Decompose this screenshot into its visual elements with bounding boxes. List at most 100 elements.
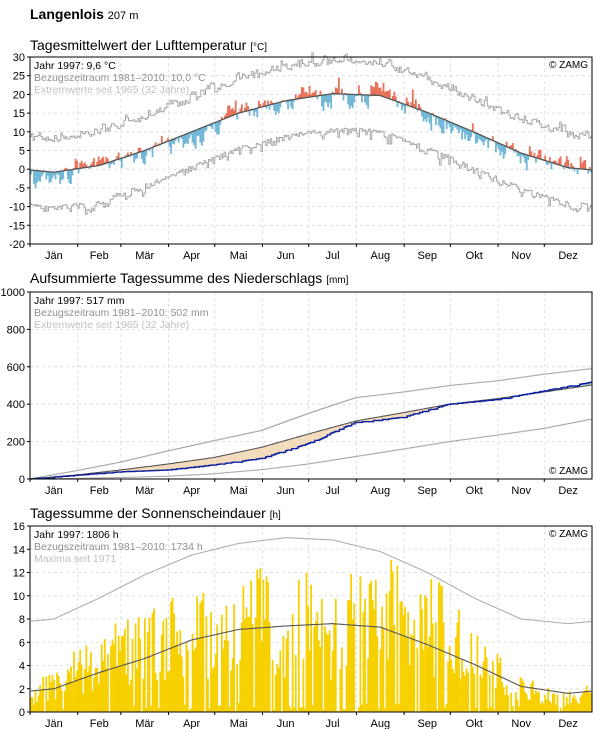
precipitation-day-diff — [268, 445, 271, 457]
precipitation-day-diff — [251, 449, 254, 460]
sunshine-day-bar — [479, 674, 482, 712]
temperature-day-bar — [353, 94, 356, 103]
precipitation-day-diff — [588, 382, 591, 386]
sunshine-day-bar — [319, 646, 322, 712]
temperature-day-bar — [291, 99, 294, 110]
sunshine-day-bar — [434, 622, 437, 712]
temperature-day-bar — [228, 105, 231, 117]
temperature-day-bar — [451, 123, 454, 131]
sunshine-day-bar — [50, 682, 52, 712]
temperature-day-bar — [324, 94, 326, 102]
sunshine-day-bar — [134, 623, 137, 712]
sunshine-day-bar — [62, 709, 65, 712]
sunshine-day-bar — [57, 675, 60, 712]
sunshine-day-bar — [444, 707, 446, 712]
precipitation-chart-xtick-label: Okt — [466, 485, 483, 497]
sunshine-day-bar — [493, 709, 496, 712]
temperature-day-bar — [521, 153, 524, 156]
sunshine-day-bar — [153, 608, 155, 712]
precipitation-day-diff — [276, 442, 279, 454]
sunshine-day-bar — [210, 612, 212, 712]
temperature-day-bar — [125, 155, 128, 157]
precipitation-day-diff — [176, 462, 179, 470]
sunshine-day-bar — [568, 691, 571, 712]
temperature-day-bar — [256, 108, 259, 118]
sunshine-day-bar — [151, 613, 154, 712]
precipitation-day-diff — [137, 467, 140, 472]
sunshine-chart-frame — [29, 525, 593, 713]
sunshine-day-bar — [220, 614, 223, 712]
temperature-day-bar — [187, 133, 189, 144]
temperature-day-bar — [373, 86, 376, 96]
precipitation-day-diff — [311, 432, 314, 443]
sunshine-day-bar — [39, 685, 42, 712]
sunshine-day-bar — [244, 618, 246, 712]
temperature-day-bar — [448, 121, 451, 128]
precipitation-chart-xtick-label: Sep — [417, 485, 437, 497]
precipitation-day-diff — [139, 467, 142, 472]
sunshine-day-bar — [359, 576, 362, 712]
sunshine-day-bar — [179, 630, 182, 712]
temperature-day-bar — [66, 170, 69, 179]
precipitation-day-diff — [434, 406, 437, 410]
temperature-day-bar — [139, 147, 142, 153]
precipitation-day-diff — [150, 466, 152, 471]
sunshine-day-bar — [325, 633, 328, 712]
precipitation-day-diff — [202, 459, 205, 467]
temperature-day-bar — [39, 170, 42, 182]
temperature-day-bar — [368, 95, 371, 97]
sunshine-day-bar — [205, 616, 208, 712]
temperature-chart-xtick-label: Mär — [135, 250, 154, 262]
precipitation-day-diff — [271, 444, 274, 456]
sunshine-day-bar — [79, 649, 82, 712]
sunshine-day-bar — [448, 645, 451, 712]
precipitation-day-diff — [345, 423, 348, 427]
temperature-day-bar — [116, 156, 119, 160]
sunshine-day-bar — [368, 583, 371, 712]
precipitation-day-diff — [324, 429, 326, 438]
precipitation-day-diff — [267, 445, 269, 457]
precipitation-day-diff — [337, 425, 340, 432]
sunshine-day-bar — [397, 703, 400, 712]
sunshine-day-bar — [382, 627, 385, 712]
precipitation-day-diff — [188, 460, 191, 468]
sunshine-day-bar — [351, 619, 354, 712]
precipitation-day-diff — [194, 460, 197, 467]
sunshine-day-bar — [176, 631, 179, 712]
precipitation-day-diff — [145, 466, 148, 471]
temperature-day-bar — [510, 145, 513, 149]
temperature-day-bar — [140, 151, 143, 159]
sunshine-day-bar — [211, 668, 214, 712]
temperature-day-bar — [56, 171, 59, 174]
temperature-day-bar — [296, 97, 299, 100]
temperature-day-bar — [279, 102, 282, 108]
sunshine-day-bar — [458, 609, 460, 712]
sunshine-day-bar — [282, 635, 285, 712]
temperature-chart-ytick-label: -15 — [9, 220, 25, 232]
precipitation-day-diff — [245, 450, 248, 461]
sunshine-day-bar — [53, 679, 55, 712]
sunshine-day-bar — [527, 699, 530, 712]
precipitation-day-diff — [156, 465, 159, 471]
precipitation-day-diff — [351, 421, 354, 424]
sunshine-day-bar — [183, 704, 186, 712]
temperature-day-bar — [559, 156, 562, 166]
temperature-day-bar — [333, 93, 336, 96]
sunshine-day-bar — [96, 667, 98, 712]
precipitation-day-diff — [387, 415, 390, 420]
sunshine-day-bar — [544, 694, 547, 712]
temperature-day-bar — [495, 141, 497, 153]
sunshine-day-bar — [313, 627, 316, 712]
temperature-day-bar — [464, 128, 467, 140]
station-title: Langenlois 207 m — [30, 6, 138, 22]
sunshine-day-bar — [468, 710, 471, 712]
temperature-day-bar — [142, 151, 145, 164]
sunshine-day-bar — [456, 622, 459, 712]
temperature-day-bar — [411, 89, 414, 108]
temperature-day-bar — [51, 172, 54, 178]
sunshine-day-bar — [381, 606, 383, 712]
sunshine-day-bar — [524, 692, 527, 712]
precipitation-day-diff — [408, 411, 411, 416]
sunshine-day-bar — [561, 710, 563, 712]
precipitation-chart-diff — [30, 382, 593, 480]
